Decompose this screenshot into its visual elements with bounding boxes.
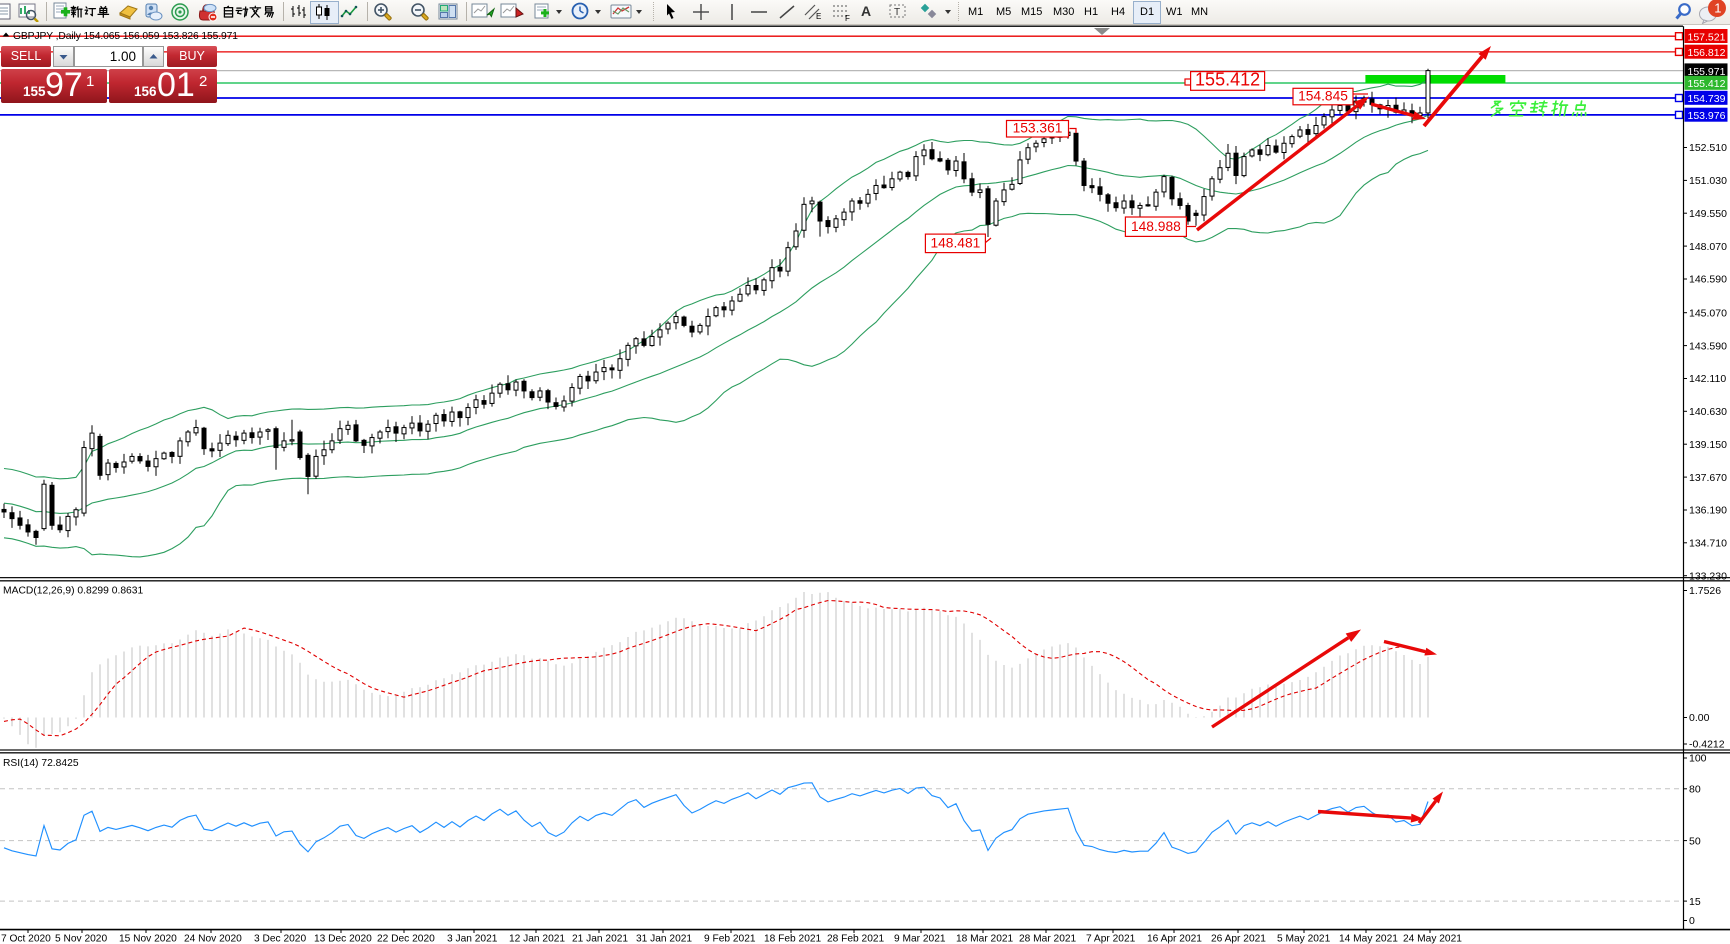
svg-text:155.971: 155.971 — [1688, 66, 1726, 78]
svg-text:157.521: 157.521 — [1688, 31, 1726, 43]
svg-text:100: 100 — [1689, 753, 1707, 765]
svg-text:14 May 2021: 14 May 2021 — [1339, 934, 1398, 944]
svg-text:5 May 2021: 5 May 2021 — [1277, 934, 1331, 944]
svg-text:80: 80 — [1689, 784, 1701, 796]
svg-text:MACD(12,26,9) 0.8299 0.8631: MACD(12,26,9) 0.8299 0.8631 — [3, 586, 144, 597]
svg-text:133.230: 133.230 — [1689, 570, 1727, 582]
svg-text:0: 0 — [1689, 915, 1695, 927]
svg-text:154.845: 154.845 — [1298, 88, 1348, 103]
svg-text:15 Nov 2020: 15 Nov 2020 — [119, 934, 177, 944]
svg-text:136.190: 136.190 — [1689, 505, 1727, 517]
svg-text:3 Jan 2021: 3 Jan 2021 — [447, 934, 498, 944]
svg-text:134.710: 134.710 — [1689, 538, 1727, 550]
svg-text:155.412: 155.412 — [1688, 78, 1726, 90]
svg-text:1: 1 — [1714, 1, 1721, 16]
svg-text:22 Dec 2020: 22 Dec 2020 — [377, 934, 435, 944]
svg-text:16 Apr 2021: 16 Apr 2021 — [1147, 934, 1202, 944]
svg-text:13 Dec 2020: 13 Dec 2020 — [314, 934, 372, 944]
svg-text:153.976: 153.976 — [1688, 110, 1726, 122]
svg-text:152.510: 152.510 — [1689, 142, 1727, 154]
svg-text:E: E — [816, 12, 821, 21]
svg-text:24 Nov 2020: 24 Nov 2020 — [184, 934, 242, 944]
svg-text:-0.4212: -0.4212 — [1689, 739, 1725, 751]
svg-text:18 Mar 2021: 18 Mar 2021 — [956, 934, 1014, 944]
svg-text:24 May 2021: 24 May 2021 — [1403, 934, 1462, 944]
svg-text:3 Dec 2020: 3 Dec 2020 — [254, 934, 306, 944]
svg-text:5 Nov 2020: 5 Nov 2020 — [55, 934, 107, 944]
svg-text:146.590: 146.590 — [1689, 274, 1727, 286]
svg-text:7 Apr 2021: 7 Apr 2021 — [1086, 934, 1136, 944]
svg-text:142.110: 142.110 — [1689, 373, 1726, 385]
svg-text:140.630: 140.630 — [1689, 406, 1727, 418]
svg-text:148.070: 148.070 — [1689, 241, 1727, 253]
svg-text:12 Jan 2021: 12 Jan 2021 — [509, 934, 565, 944]
svg-text:137.670: 137.670 — [1689, 472, 1727, 484]
svg-text:28 Mar 2021: 28 Mar 2021 — [1019, 934, 1077, 944]
svg-text:F: F — [845, 14, 850, 22]
svg-text:RSI(14) 72.8425: RSI(14) 72.8425 — [3, 758, 79, 769]
svg-text:15: 15 — [1689, 896, 1701, 908]
svg-text:148.481: 148.481 — [930, 236, 980, 251]
svg-text:1.7526: 1.7526 — [1689, 585, 1721, 597]
svg-text:148.988: 148.988 — [1131, 219, 1181, 234]
svg-text:153.361: 153.361 — [1013, 121, 1063, 136]
svg-text:156.812: 156.812 — [1688, 47, 1726, 59]
svg-text:0.00: 0.00 — [1689, 712, 1710, 724]
svg-text:145.070: 145.070 — [1689, 307, 1727, 319]
svg-text:151.030: 151.030 — [1689, 175, 1727, 187]
svg-text:7 Oct 2020: 7 Oct 2020 — [1, 934, 51, 944]
svg-text:154.739: 154.739 — [1688, 93, 1726, 105]
svg-text:149.550: 149.550 — [1689, 208, 1727, 220]
svg-text:GBPJPY ,Daily 154.065 156.059: GBPJPY ,Daily 154.065 156.059 153.826 15… — [13, 31, 238, 42]
svg-text:T: T — [894, 7, 900, 18]
svg-text:18 Feb 2021: 18 Feb 2021 — [764, 934, 822, 944]
svg-text:139.150: 139.150 — [1689, 439, 1727, 451]
svg-text:50: 50 — [1689, 835, 1701, 847]
svg-text:9 Feb 2021: 9 Feb 2021 — [704, 934, 756, 944]
svg-text:26 Apr 2021: 26 Apr 2021 — [1211, 934, 1266, 944]
svg-text:155.412: 155.412 — [1195, 69, 1260, 89]
svg-text:21 Jan 2021: 21 Jan 2021 — [572, 934, 628, 944]
svg-text:9 Mar 2021: 9 Mar 2021 — [894, 934, 946, 944]
svg-text:143.590: 143.590 — [1689, 340, 1727, 352]
svg-text:28 Feb 2021: 28 Feb 2021 — [827, 934, 885, 944]
svg-text:31 Jan 2021: 31 Jan 2021 — [636, 934, 692, 944]
